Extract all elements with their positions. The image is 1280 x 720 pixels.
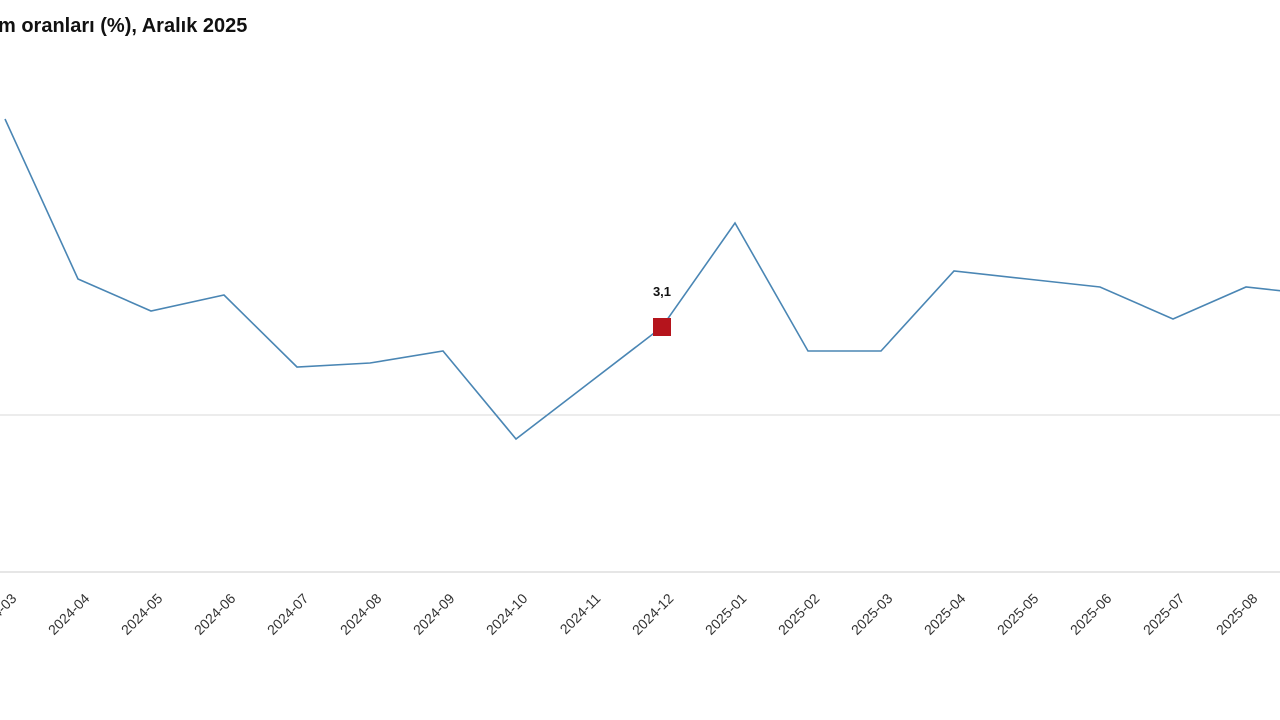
x-tick-label: 2024-10 — [483, 590, 531, 638]
highlight-data-label: 3,1 — [653, 284, 671, 299]
data-point-2024-09[interactable] — [439, 347, 447, 355]
x-tick-label: 2025-07 — [1140, 590, 1188, 638]
x-tick-label: 2025-03 — [848, 590, 896, 638]
data-point-2024-03[interactable] — [1, 115, 9, 123]
series-line — [4, 118, 1280, 441]
data-point-2024-10[interactable] — [512, 435, 520, 443]
x-tick-label: 2024-12 — [629, 590, 677, 638]
data-point-2024-08[interactable] — [366, 359, 374, 367]
highlight-marker[interactable] — [653, 318, 671, 336]
x-tick-label: 2024-08 — [337, 590, 385, 638]
x-tick-label: 2024-04 — [45, 590, 93, 638]
data-point-2025-03[interactable] — [877, 347, 885, 355]
x-tick-label: 2024-05 — [118, 590, 166, 638]
x-tick-label: 2024-07 — [264, 590, 312, 638]
x-tick-label: 2025-02 — [775, 590, 823, 638]
series-group — [1, 115, 1280, 443]
x-tick-label: 2024-09 — [410, 590, 458, 638]
x-tick-label: 2025-08 — [1213, 590, 1261, 638]
x-tick-labels: 2024-03 2024-04 2024-05 2024-06 2024-07 2024-… — [0, 590, 1261, 638]
data-point-2024-07[interactable] — [293, 363, 301, 371]
x-tick-label: 2025-01 — [702, 590, 750, 638]
data-point-2025-01[interactable] — [731, 219, 739, 227]
x-tick-label: 2025-05 — [994, 590, 1042, 638]
data-point-2024-06[interactable] — [220, 291, 228, 299]
x-tick-label: 2024-11 — [557, 590, 604, 637]
x-tick-label: 2024-03 — [0, 590, 20, 638]
x-tick-label: 2024-06 — [191, 590, 239, 638]
chart-title: m oranları (%), Aralık 2025 — [0, 15, 248, 37]
data-point-2025-04[interactable] — [950, 267, 958, 275]
data-point-2025-02[interactable] — [804, 347, 812, 355]
data-point-2025-05[interactable] — [1023, 275, 1031, 283]
data-point-2024-11[interactable] — [585, 379, 593, 387]
data-point-2025-08[interactable] — [1242, 283, 1250, 291]
x-tick-label: 2025-04 — [921, 590, 969, 638]
data-point-2025-07[interactable] — [1169, 315, 1177, 323]
highlight-group: 3,1 — [653, 284, 671, 336]
data-point-2024-04[interactable] — [74, 275, 82, 283]
data-point-2025-06[interactable] — [1096, 283, 1104, 291]
axis-lines — [0, 414, 1280, 573]
data-point-2024-05[interactable] — [147, 307, 155, 315]
x-tick-label: 2025-06 — [1067, 590, 1115, 638]
